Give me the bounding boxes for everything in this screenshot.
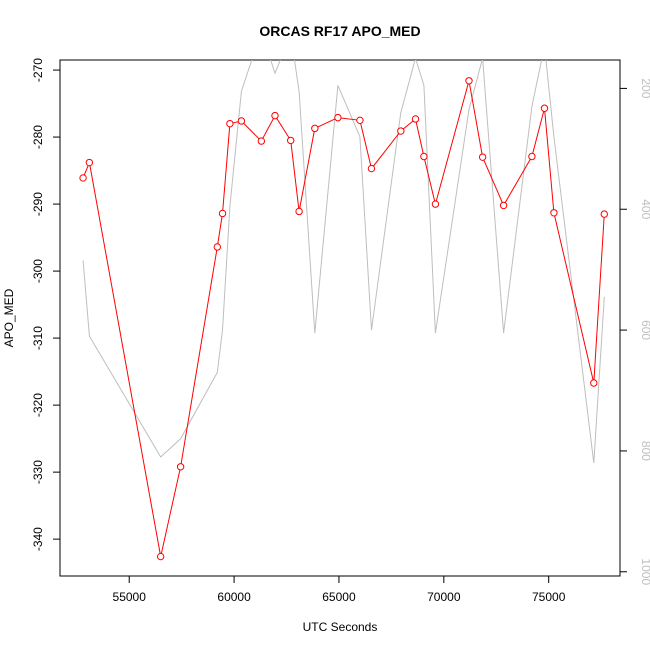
data-point (176, 463, 185, 471)
data-point (271, 111, 279, 120)
data-point (431, 200, 440, 208)
y-axis-label: APO_MED (2, 288, 16, 347)
right-y-tick-label: 600 (639, 320, 650, 340)
data-point (257, 137, 266, 145)
data-point (420, 152, 428, 161)
plot-frame (59, 59, 621, 577)
x-tick-label: 55000 (113, 590, 147, 604)
primary-series-line (82, 80, 605, 557)
data-point (540, 104, 549, 112)
data-point (156, 552, 165, 561)
data-point (295, 207, 303, 216)
y-tick-label: -280 (31, 125, 45, 149)
y-tick-label: -290 (31, 192, 45, 216)
data-point (528, 152, 536, 161)
data-point (85, 158, 94, 167)
data-point (213, 243, 222, 251)
data-point (397, 127, 405, 135)
y-tick-label: -300 (31, 259, 45, 283)
data-point (287, 136, 295, 145)
secondary-series-line (82, 60, 605, 464)
y-tick-label: -310 (31, 326, 45, 350)
x-axis-label: UTC Seconds (303, 620, 378, 634)
y-tick-label: -340 (31, 527, 45, 551)
x-tick-label: 60000 (217, 590, 251, 604)
data-point (367, 164, 376, 173)
data-point (590, 379, 598, 387)
y-tick-label: -320 (31, 393, 45, 417)
x-tick-label: 65000 (322, 590, 356, 604)
data-point (79, 174, 87, 182)
data-point (334, 113, 342, 122)
x-tick-label: 70000 (427, 590, 461, 604)
data-point (411, 115, 420, 123)
x-axis: 55000 60000 65000 70000 75000 (113, 576, 566, 604)
right-y-axis: 200 400 600 800 1000 (620, 78, 650, 585)
x-tick-label: 75000 (532, 590, 566, 604)
data-point (218, 209, 227, 218)
chart-title: ORCAS RF17 APO_MED (259, 23, 420, 39)
right-y-tick-label: 200 (639, 78, 650, 98)
y-tick-label: -270 (31, 58, 45, 82)
right-y-tick-label: 800 (639, 441, 650, 461)
data-point (311, 124, 319, 133)
data-point (550, 209, 558, 217)
right-y-tick-label: 1000 (639, 558, 650, 585)
right-y-tick-label: 400 (639, 199, 650, 219)
data-point (237, 117, 246, 125)
series-layer (79, 60, 608, 561)
y-axis: -340 -330 -320 -310 -300 -290 -280 -270 (31, 58, 60, 551)
data-point (499, 201, 508, 210)
data-point (465, 77, 473, 85)
data-point (600, 210, 608, 218)
data-point (226, 119, 234, 128)
data-point (478, 153, 487, 161)
y-tick-label: -330 (31, 460, 45, 484)
data-point (356, 116, 364, 125)
